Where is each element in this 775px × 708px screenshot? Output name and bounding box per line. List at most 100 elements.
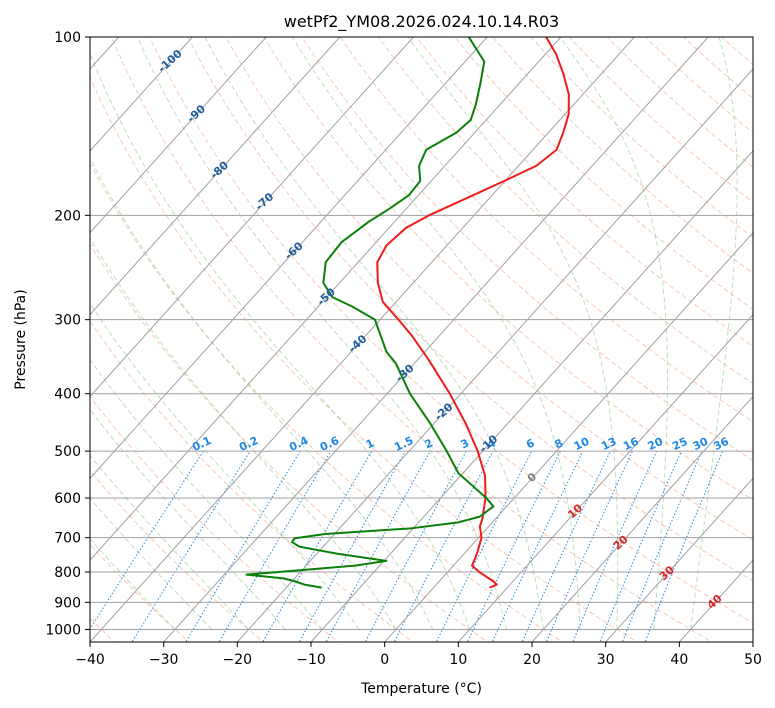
x-tick-label: 30	[597, 652, 615, 668]
x-tick-label: 20	[523, 652, 541, 668]
moist-adiabat-line	[90, 454, 249, 630]
x-tick-label: 50	[744, 652, 762, 668]
mixing-ratio-line	[185, 450, 301, 642]
isotherm-label: -100	[155, 47, 184, 75]
isotherm-line	[163, 37, 709, 642]
mixing-ratio-line	[599, 450, 682, 642]
mixing-ratio-line	[364, 450, 467, 642]
mixing-ratio-label: 20	[646, 435, 666, 453]
moist-adiabat-line	[90, 358, 323, 630]
y-tick-label: 100	[54, 30, 81, 46]
moist-adiabat-line	[90, 302, 360, 630]
mixing-ratio-label: 30	[691, 435, 711, 453]
mixing-ratio-label: 10	[572, 435, 592, 453]
dry-adiabat-line	[90, 320, 414, 642]
dry-adiabat-line	[187, 37, 753, 582]
moist-adiabat-line	[291, 37, 581, 630]
dry-adiabat-line	[90, 469, 265, 642]
dewpoint-profile-line	[245, 37, 495, 589]
mixing-ratio-line	[545, 450, 633, 642]
mixing-ratio-label: 16	[621, 435, 641, 453]
moist-adiabat-line	[136, 37, 507, 630]
isotherm-line	[752, 641, 753, 642]
mixing-ratio-line	[466, 450, 561, 642]
isotherm-line	[236, 68, 753, 642]
isotherm-line	[90, 37, 488, 480]
y-tick-label: 700	[54, 531, 81, 547]
moist-adiabat-line	[90, 497, 213, 630]
dry-adiabat-line	[377, 37, 753, 385]
dry-adiabat-line	[416, 37, 753, 347]
dry-adiabat-line	[90, 395, 340, 642]
x-tick-label: −40	[75, 652, 105, 668]
x-tick-label: −30	[149, 652, 179, 668]
moist-adiabat-line	[90, 237, 397, 630]
y-tick-label: 600	[54, 491, 81, 507]
y-tick-label: 400	[54, 387, 81, 403]
x-tick-label: 10	[449, 652, 467, 668]
dry-adiabat-line	[492, 37, 753, 274]
x-axis: −40 −30 −20 −10 0 10 20 30 40 50	[75, 642, 762, 668]
label-layer: 0.1 0.2 0.4 0.6 1 1.5 2 3 4 6 8 10 13 16 20 25 30 36-100-…	[155, 47, 731, 612]
isotherm-line	[90, 37, 635, 642]
isotherm-line	[90, 37, 562, 561]
mixing-ratio-line	[90, 450, 204, 630]
x-tick-label: −20	[223, 652, 253, 668]
y-tick-label: 500	[54, 444, 81, 460]
moist-adiabat-line	[90, 157, 434, 630]
dry-adiabat-line	[90, 243, 489, 642]
dry-adiabat-line	[530, 37, 753, 239]
mixing-ratio-line	[435, 450, 533, 642]
mixing-ratio-line	[621, 450, 703, 642]
moist-adiabat-line	[407, 37, 619, 630]
mixing-ratio-line	[262, 450, 373, 642]
mixing-ratio-line	[644, 450, 724, 642]
chart-title: wetPf2_YM08.2026.024.10.14.R03	[284, 12, 559, 32]
dry-adiabat-line	[90, 76, 638, 642]
mixing-ratio-label: 3	[459, 436, 471, 451]
mixing-ratio-line	[393, 450, 494, 642]
y-tick-label: 900	[54, 595, 81, 611]
plot-area: 0.1 0.2 0.4 0.6 1 1.5 2 3 4 6 8 10 13 16 20 25 30 36-100-…	[89, 36, 775, 644]
x-tick-label: 40	[670, 652, 688, 668]
dry-adiabat-line	[110, 37, 713, 642]
isotherm-line	[90, 37, 267, 234]
isotherm-line	[310, 150, 753, 642]
moist-adiabat-line	[559, 37, 669, 630]
plot-frame	[89, 36, 754, 643]
mixing-ratio-line	[521, 450, 611, 642]
mixing-ratio-label: 13	[599, 435, 618, 453]
dry-adiabat-line	[301, 37, 753, 462]
isotherm-line	[90, 37, 341, 316]
mixing-ratio-label: 6	[524, 436, 537, 451]
isotherm-line	[384, 231, 753, 642]
moist-adiabat-line	[90, 408, 286, 630]
y-tick-label: 200	[54, 208, 81, 224]
dry-adiabat-line	[568, 37, 753, 203]
mixing-ratio-label: 2	[423, 436, 435, 451]
background-lines	[90, 37, 775, 644]
mixing-ratio-line	[218, 450, 332, 642]
isotherm-line	[531, 395, 753, 642]
series-layer	[245, 37, 570, 589]
dry-adiabat-line	[760, 37, 775, 644]
moist-adiabat-line	[204, 37, 544, 630]
moist-adiabat-line	[90, 52, 471, 630]
y-tick-label: 300	[54, 313, 81, 329]
isotherm-line	[90, 37, 193, 152]
mixing-ratio-label: 36	[712, 435, 732, 453]
y-tick-label: 800	[54, 565, 81, 581]
mixing-ratio-line	[491, 450, 584, 642]
dry-adiabat-line	[225, 37, 753, 541]
temperature-profile-line	[376, 37, 570, 589]
y-axis-title: Pressure (hPa)	[13, 289, 29, 389]
isotherm-line	[605, 477, 753, 642]
dry-adiabat-line	[644, 37, 753, 134]
moist-adiabat-line	[90, 538, 176, 630]
mixing-ratio-line	[572, 450, 658, 642]
mixing-ratio-label: 25	[670, 435, 689, 453]
x-tick-label: −10	[296, 652, 326, 668]
y-tick-label: 1000	[45, 622, 81, 638]
moist-adiabat-line	[690, 37, 738, 630]
